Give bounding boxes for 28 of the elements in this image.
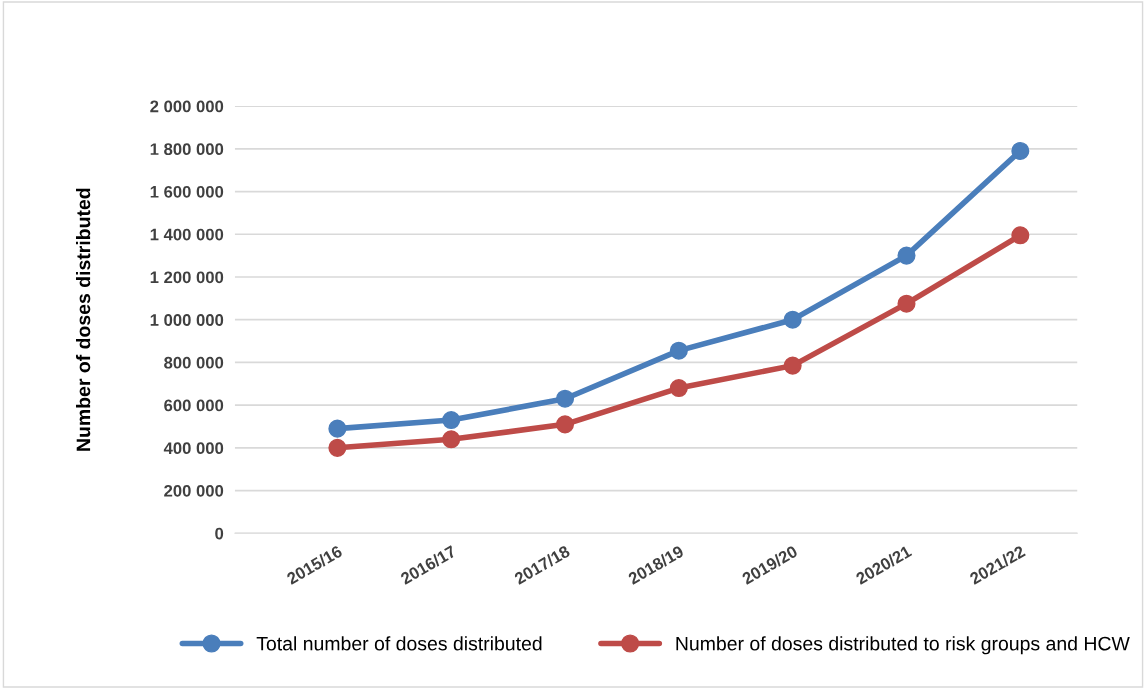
point xyxy=(555,389,575,408)
y-tick-label: 600 000 xyxy=(164,399,224,412)
point xyxy=(1011,141,1030,160)
y-tick-label: 2 000 000 xyxy=(150,100,224,113)
point xyxy=(669,341,688,360)
point xyxy=(669,379,688,398)
point xyxy=(555,415,575,434)
y-tick-label: 400 000 xyxy=(163,442,224,455)
y-tick-label: 1 400 000 xyxy=(150,228,224,241)
y-tick-label: 0 xyxy=(215,527,224,540)
point xyxy=(328,438,347,457)
legend-label: Number of doses distributed to risk groups and HCW xyxy=(676,636,1130,655)
point xyxy=(442,411,461,430)
point xyxy=(328,419,347,438)
point xyxy=(783,310,802,329)
y-tick-label: 1 200 000 xyxy=(150,271,224,284)
y-axis-title: Number of doses distributed xyxy=(76,188,91,451)
y-tick-label: 1 800 000 xyxy=(150,143,224,156)
y-tick-label: 1 600 000 xyxy=(150,185,224,198)
y-tick-label: 1 000 000 xyxy=(150,314,224,326)
point xyxy=(897,294,916,313)
point xyxy=(442,430,461,449)
point xyxy=(1011,226,1030,245)
point xyxy=(783,356,802,375)
y-tick-label: 200 000 xyxy=(164,484,224,497)
point xyxy=(897,246,916,265)
y-tick-label: 800 000 xyxy=(164,356,224,369)
legend-label: Total number of doses distributed xyxy=(256,636,542,651)
